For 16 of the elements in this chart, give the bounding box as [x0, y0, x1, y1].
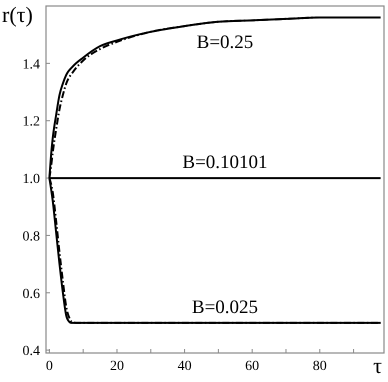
series-label: B=0.10101: [182, 152, 268, 174]
y-tick-label: 0.6: [22, 286, 40, 302]
x-tick-label: 60: [245, 359, 260, 374]
y-axis-title: r(τ): [2, 2, 33, 27]
y-tick-label: 1.2: [22, 114, 40, 130]
x-tick-label: 40: [178, 359, 192, 374]
x-tick-label: 80: [312, 359, 327, 374]
series-label: B=0.25: [196, 32, 254, 53]
y-tick-label: 0.4: [22, 344, 40, 360]
y-tick-label: 1.4: [22, 57, 40, 72]
y-tick-label: 0.8: [22, 229, 40, 244]
x-tick-label: 0: [46, 359, 53, 374]
y-tick-label: 1.0: [22, 172, 40, 188]
x-axis-title: τ: [373, 353, 382, 378]
series-label: B=0.025: [192, 296, 258, 318]
x-tick-label: 20: [110, 359, 124, 374]
